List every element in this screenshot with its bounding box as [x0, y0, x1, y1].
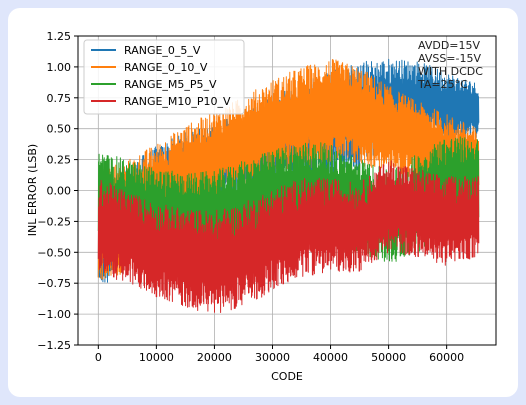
x-axis-ticks: 0 10000 20000 30000 40000 50000 60000: [95, 345, 464, 364]
x-tick-label: 40000: [313, 351, 348, 364]
legend-entry: RANGE_M10_P10_V: [124, 95, 231, 108]
y-tick-label: 0.75: [47, 92, 72, 105]
plot-area: [97, 58, 480, 313]
series-line-range-m10-p10-v: [97, 160, 480, 313]
x-tick-label: 20000: [197, 351, 232, 364]
y-tick-label: −1.25: [37, 339, 71, 352]
y-tick-label: −0.75: [37, 277, 71, 290]
y-tick-label: 0.25: [47, 154, 72, 167]
y-tick-label: −0.25: [37, 215, 71, 228]
x-tick-label: 10000: [139, 351, 174, 364]
y-tick-label: 0.50: [47, 123, 72, 136]
legend-entry: RANGE_0_10_V: [124, 61, 208, 74]
y-tick-label: −0.50: [37, 246, 71, 259]
legend-entry: RANGE_0_5_V: [124, 44, 201, 57]
x-tick-label: 60000: [429, 351, 464, 364]
y-axis-ticks: −1.25 −1.00 −0.75 −0.50 −0.25 0.00 0.25 0.50 0.7…: [37, 30, 78, 352]
legend-entry: RANGE_M5_P5_V: [124, 78, 217, 91]
x-tick-label: 50000: [371, 351, 406, 364]
y-tick-label: 1.00: [47, 61, 72, 74]
x-tick-label: 0: [95, 351, 102, 364]
legend: RANGE_0_5_V RANGE_0_10_V RANGE_M5_P5_V RANG…: [83, 39, 245, 115]
y-axis-label: INL ERROR (LSB): [26, 144, 39, 236]
x-tick-label: 30000: [255, 351, 290, 364]
legend-box: [83, 39, 245, 115]
y-tick-label: 1.25: [47, 30, 72, 43]
annotation-line: AVDD=15V: [418, 39, 481, 52]
x-axis-label: CODE: [271, 370, 303, 383]
annotation-line: TA=25°C: [417, 78, 468, 91]
y-tick-label: −1.00: [37, 308, 71, 321]
annotation-line: AVSS=-15V: [418, 52, 481, 65]
y-tick-label: 0.00: [47, 185, 72, 198]
annotation-line: WITH DCDC: [418, 65, 483, 78]
